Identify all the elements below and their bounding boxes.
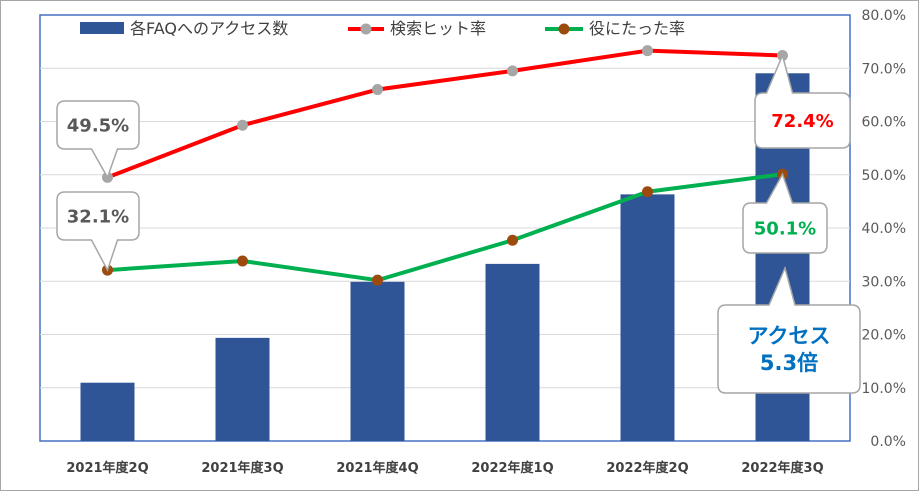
series-marker <box>372 274 383 286</box>
x-tick-label: 2022年度2Q <box>606 460 688 476</box>
legend-label: 役にたった率 <box>589 19 685 38</box>
data-callout-box <box>56 191 140 272</box>
x-tick-label: 2022年度3Q <box>741 460 823 476</box>
y-tick-label: 40.0% <box>862 221 906 237</box>
y-tick-label: 70.0% <box>862 61 906 77</box>
y-tick-label: 10.0% <box>862 381 906 397</box>
y-tick-label: 50.0% <box>862 168 906 184</box>
data-callout-text: 49.5% <box>67 115 129 136</box>
bar <box>485 263 540 441</box>
callouts: 49.5% 32.1% 72.4% 50.1% アクセス 5.3倍 <box>56 53 861 394</box>
series-marker <box>642 186 653 198</box>
legend-bar-swatch <box>80 22 124 34</box>
series-line <box>105 172 785 283</box>
bar <box>620 194 675 441</box>
legend-label: 各FAQへのアクセス数 <box>130 19 288 38</box>
access-callout-text: 5.3倍 <box>760 351 818 375</box>
series-marker <box>507 234 518 246</box>
series-marker <box>237 119 248 131</box>
y-tick-label: 0.0% <box>870 434 906 450</box>
legend: 各FAQへのアクセス数 検索ヒット率 役にたった率 <box>80 19 685 38</box>
access-callout-box <box>717 265 861 394</box>
data-callout-box <box>56 100 140 180</box>
gridlines <box>40 67 850 389</box>
legend-marker <box>558 23 570 35</box>
x-tick-label: 2022年度1Q <box>471 460 553 476</box>
legend-marker <box>360 23 372 35</box>
bar <box>350 281 405 441</box>
data-callout-box <box>754 53 851 149</box>
data-callout-text: 32.1% <box>67 206 129 227</box>
y-tick-label: 80.0% <box>862 8 906 24</box>
data-callout-text: 50.1% <box>754 218 816 239</box>
series-line <box>105 48 785 180</box>
x-tick-label: 2021年度4Q <box>336 460 418 476</box>
bar <box>215 337 270 441</box>
data-callout-text: 72.4% <box>771 111 833 132</box>
legend-label: 検索ヒット率 <box>390 19 486 38</box>
y-axis-right-ticks: 0.0% 10.0% 20.0% 30.0% 40.0% 50.0% 60.0% 70.0% 8… <box>862 8 906 450</box>
access-callout-text: アクセス <box>748 324 831 348</box>
series-marker <box>507 65 518 77</box>
series-marker <box>372 84 383 96</box>
x-axis-ticks: 2021年度2Q 2021年度3Q 2021年度4Q 2022年度1Q 2022年度2Q… <box>66 460 823 476</box>
data-callout-box <box>742 172 828 254</box>
line-series <box>102 45 788 286</box>
series-marker <box>237 255 248 267</box>
y-tick-label: 30.0% <box>862 274 906 290</box>
y-tick-label: 20.0% <box>862 328 906 344</box>
y-tick-label: 60.0% <box>862 115 906 131</box>
x-tick-label: 2021年度3Q <box>201 460 283 476</box>
series-marker <box>642 45 653 57</box>
bar <box>80 382 135 441</box>
x-tick-label: 2021年度2Q <box>66 460 148 476</box>
